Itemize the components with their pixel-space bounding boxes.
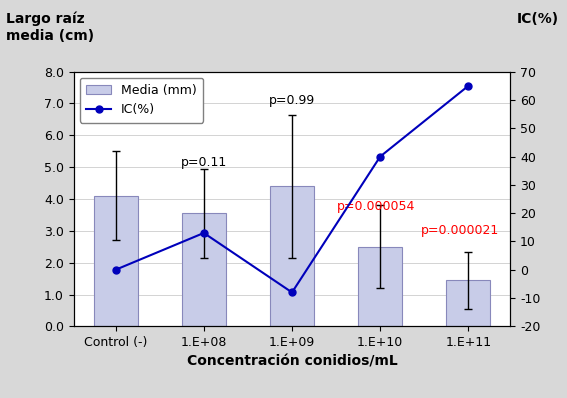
Bar bbox=[358, 247, 402, 326]
X-axis label: Concentración conidios/mL: Concentración conidios/mL bbox=[187, 355, 397, 369]
Bar bbox=[182, 213, 226, 326]
Text: Largo raíz
media (cm): Largo raíz media (cm) bbox=[6, 12, 94, 43]
Text: p=0.99: p=0.99 bbox=[269, 94, 315, 107]
Text: p=0.11: p=0.11 bbox=[181, 156, 227, 169]
Text: p=0.000021: p=0.000021 bbox=[421, 224, 499, 237]
Bar bbox=[270, 186, 314, 326]
Bar bbox=[446, 280, 490, 326]
Legend: Media (mm), IC(%): Media (mm), IC(%) bbox=[80, 78, 203, 123]
Text: IC(%): IC(%) bbox=[517, 12, 558, 26]
Text: p=0.000054: p=0.000054 bbox=[337, 200, 415, 213]
Bar bbox=[94, 196, 138, 326]
